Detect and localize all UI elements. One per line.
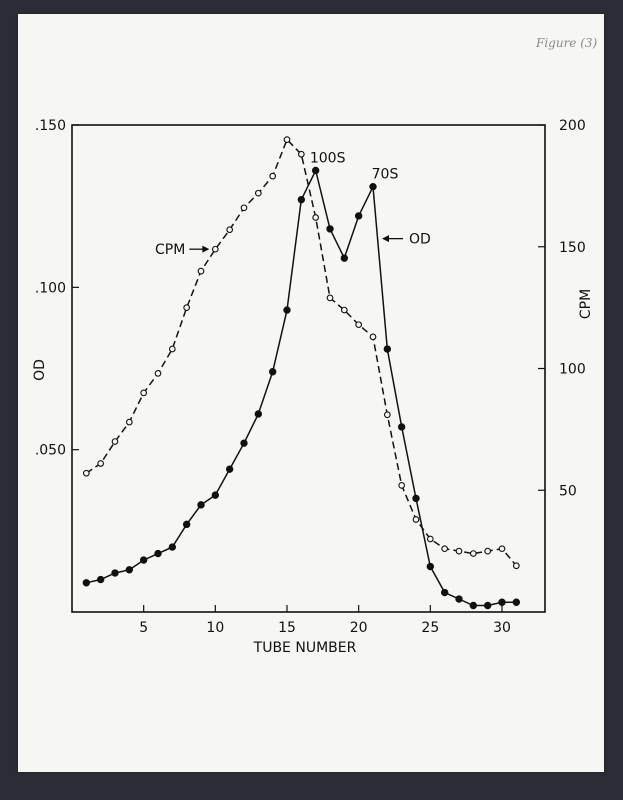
y-right-tick-label: 150 bbox=[559, 240, 586, 256]
data-point-cpm bbox=[111, 438, 119, 445]
data-point-od bbox=[197, 501, 205, 509]
data-point-cpm bbox=[326, 294, 334, 302]
series-cpm bbox=[82, 136, 520, 570]
data-point-od bbox=[426, 562, 435, 571]
data-point-cpm bbox=[197, 267, 205, 275]
annotation-arrowhead bbox=[382, 235, 389, 243]
y-right-tick-label: 200 bbox=[559, 118, 586, 134]
data-point-od bbox=[397, 423, 406, 431]
data-point-cpm bbox=[484, 547, 492, 555]
x-tick-label: 15 bbox=[278, 620, 296, 636]
series-line-od bbox=[86, 168, 517, 607]
data-point-od bbox=[268, 368, 277, 376]
data-point-cpm bbox=[469, 550, 477, 557]
data-point-od bbox=[96, 575, 105, 584]
data-point-od bbox=[469, 601, 478, 610]
chart-annotations: 100S 70S CPM OD bbox=[155, 150, 431, 258]
y-left-tick-label: .050 bbox=[35, 443, 66, 459]
data-point-cpm bbox=[269, 172, 277, 180]
data-point-od bbox=[412, 494, 420, 503]
data-point-cpm bbox=[426, 535, 434, 543]
data-point-od bbox=[240, 439, 248, 447]
data-point-od bbox=[311, 166, 320, 175]
data-point-cpm bbox=[297, 150, 305, 158]
data-point-cpm bbox=[441, 545, 449, 553]
data-point-cpm bbox=[125, 418, 133, 426]
figure-note: Figure (3) bbox=[536, 36, 598, 50]
y-left-tick-label: .100 bbox=[35, 280, 66, 296]
data-point-od bbox=[326, 225, 334, 233]
data-point-od bbox=[354, 212, 363, 220]
annotation-label: OD bbox=[409, 232, 431, 248]
data-point-cpm bbox=[340, 306, 348, 314]
data-point-od bbox=[225, 465, 234, 473]
x-tick-label: 5 bbox=[139, 620, 148, 636]
data-point-od bbox=[369, 182, 377, 191]
x-tick-label: 10 bbox=[206, 620, 224, 636]
data-point-od bbox=[512, 598, 521, 606]
data-point-cpm bbox=[82, 469, 90, 477]
data-point-od bbox=[340, 254, 349, 262]
annotation-label: 70S bbox=[372, 167, 399, 183]
annotation-arrowhead bbox=[202, 245, 210, 253]
series-od bbox=[82, 166, 521, 610]
data-point-od bbox=[440, 588, 449, 597]
data-point-cpm bbox=[168, 345, 176, 353]
data-point-od bbox=[211, 491, 220, 499]
data-point-cpm bbox=[398, 482, 406, 489]
x-axis-label: TUBE NUMBER bbox=[253, 640, 357, 656]
data-point-cpm bbox=[498, 545, 506, 553]
paper-sheet: Figure (3) bbox=[18, 14, 604, 772]
y-left-tick-label: .150 bbox=[35, 118, 66, 134]
x-tick-label: 20 bbox=[350, 620, 368, 636]
data-point-cpm bbox=[383, 411, 391, 419]
chart-axes bbox=[71, 124, 546, 613]
data-point-od bbox=[111, 569, 119, 577]
data-point-cpm bbox=[226, 226, 234, 234]
data-point-od bbox=[455, 595, 463, 603]
plot-frame bbox=[71, 124, 546, 613]
data-point-cpm bbox=[355, 321, 363, 329]
data-point-cpm bbox=[254, 189, 262, 197]
data-point-cpm bbox=[183, 304, 191, 311]
data-point-od bbox=[498, 598, 506, 606]
data-point-od bbox=[82, 579, 91, 587]
data-point-od bbox=[297, 195, 306, 204]
y-right-tick-label: 50 bbox=[559, 483, 577, 499]
data-point-od bbox=[283, 306, 291, 314]
data-point-od bbox=[139, 556, 148, 564]
y-axis-label-right: CPM bbox=[578, 289, 594, 319]
data-point-od bbox=[125, 566, 134, 574]
data-point-od bbox=[254, 410, 263, 418]
y-axis-label-left: OD bbox=[32, 359, 48, 381]
data-point-cpm bbox=[154, 370, 162, 377]
y-right-tick-label: 100 bbox=[559, 362, 586, 378]
data-point-cpm bbox=[512, 562, 520, 570]
data-point-cpm bbox=[283, 136, 291, 143]
x-tick-label: 25 bbox=[421, 620, 439, 636]
data-point-cpm bbox=[211, 245, 219, 253]
data-point-cpm bbox=[312, 214, 320, 221]
x-tick-label: 30 bbox=[493, 620, 511, 636]
data-point-cpm bbox=[455, 547, 463, 555]
data-point-od bbox=[483, 601, 492, 610]
data-point-cpm bbox=[97, 460, 105, 467]
data-point-cpm bbox=[240, 204, 248, 212]
data-point-od bbox=[154, 549, 162, 558]
data-point-od bbox=[168, 543, 177, 551]
data-point-cpm bbox=[412, 516, 420, 523]
chart-ticks: 5 10 15 20 25 30 .050 .100 .150 50 100 150 200 bbox=[35, 118, 586, 636]
annotation-label: 100S bbox=[310, 150, 346, 166]
data-point-od bbox=[383, 345, 392, 353]
annotation-label: CPM bbox=[155, 242, 185, 258]
data-point-cpm bbox=[369, 333, 377, 341]
data-point-cpm bbox=[140, 389, 148, 397]
data-point-od bbox=[182, 520, 191, 529]
